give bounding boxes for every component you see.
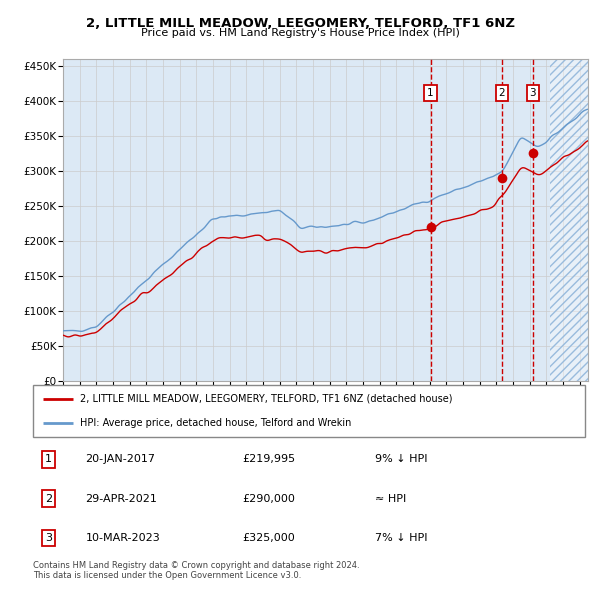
Text: 1: 1 (427, 88, 434, 98)
Text: 20-JAN-2017: 20-JAN-2017 (85, 454, 155, 464)
Bar (550, 59, 588, 381)
Text: 29-APR-2021: 29-APR-2021 (85, 494, 157, 503)
Text: ≈ HPI: ≈ HPI (375, 494, 406, 503)
Text: 7% ↓ HPI: 7% ↓ HPI (375, 533, 428, 543)
Text: 9% ↓ HPI: 9% ↓ HPI (375, 454, 428, 464)
Text: Price paid vs. HM Land Registry's House Price Index (HPI): Price paid vs. HM Land Registry's House … (140, 28, 460, 38)
Text: £290,000: £290,000 (243, 494, 296, 503)
Text: 3: 3 (530, 88, 536, 98)
Text: £325,000: £325,000 (243, 533, 296, 543)
Text: HPI: Average price, detached house, Telford and Wrekin: HPI: Average price, detached house, Telf… (80, 418, 351, 428)
Text: 2: 2 (499, 88, 505, 98)
Text: 2, LITTLE MILL MEADOW, LEEGOMERY, TELFORD, TF1 6NZ: 2, LITTLE MILL MEADOW, LEEGOMERY, TELFOR… (86, 17, 515, 30)
Text: 10-MAR-2023: 10-MAR-2023 (85, 533, 160, 543)
Bar (550, 59, 588, 381)
Text: £219,995: £219,995 (243, 454, 296, 464)
Text: Contains HM Land Registry data © Crown copyright and database right 2024.: Contains HM Land Registry data © Crown c… (33, 560, 359, 569)
Text: 2: 2 (45, 494, 52, 503)
Text: This data is licensed under the Open Government Licence v3.0.: This data is licensed under the Open Gov… (33, 571, 301, 580)
Text: 3: 3 (45, 533, 52, 543)
Text: 1: 1 (45, 454, 52, 464)
Text: 2, LITTLE MILL MEADOW, LEEGOMERY, TELFORD, TF1 6NZ (detached house): 2, LITTLE MILL MEADOW, LEEGOMERY, TELFOR… (80, 394, 452, 404)
